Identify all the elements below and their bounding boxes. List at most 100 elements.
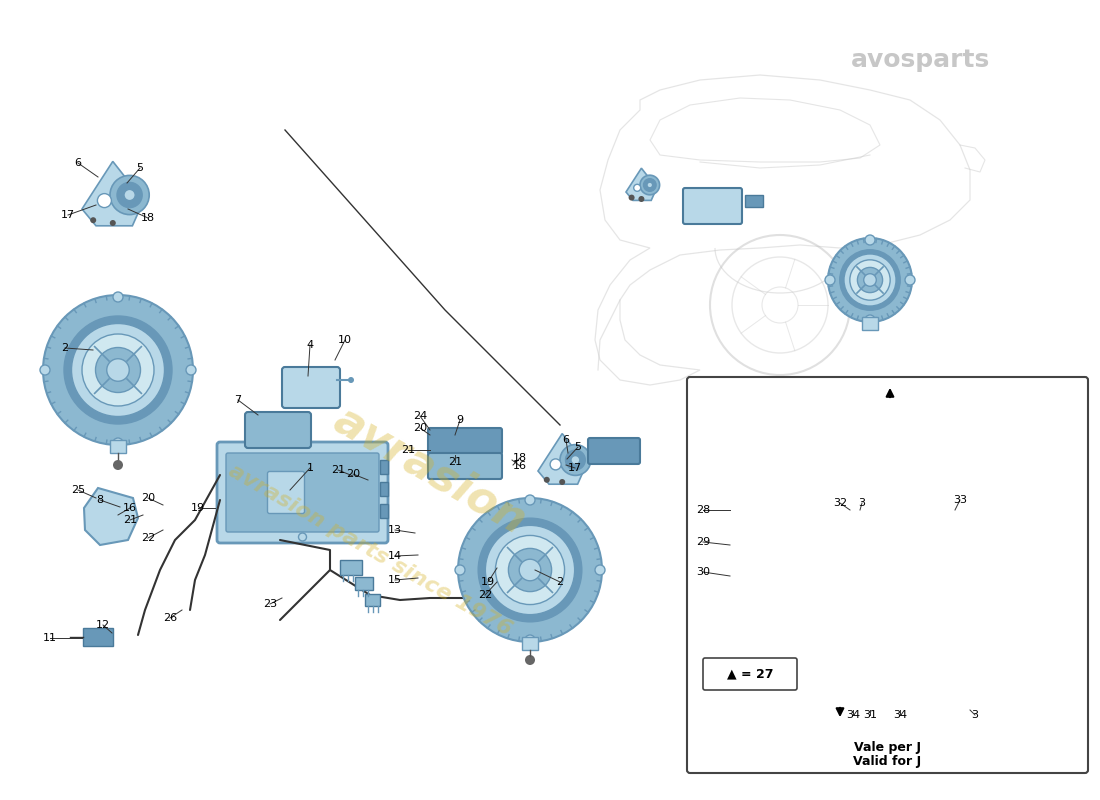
Circle shape	[865, 315, 874, 325]
Circle shape	[96, 347, 141, 393]
Circle shape	[865, 235, 874, 245]
Circle shape	[790, 695, 800, 705]
Bar	[710, 450, 734, 466]
Text: 1: 1	[307, 463, 314, 473]
Bar	[355, 577, 373, 590]
Text: 14: 14	[388, 551, 403, 561]
Circle shape	[559, 479, 565, 485]
Circle shape	[113, 438, 123, 448]
Polygon shape	[980, 398, 996, 412]
Text: 5: 5	[574, 442, 582, 452]
Bar	[900, 603, 908, 617]
Circle shape	[828, 238, 912, 322]
Text: 19: 19	[191, 503, 205, 513]
Polygon shape	[538, 434, 586, 484]
Polygon shape	[84, 488, 138, 545]
Bar	[82, 628, 113, 646]
FancyBboxPatch shape	[792, 585, 908, 649]
Circle shape	[348, 377, 354, 383]
Polygon shape	[110, 440, 126, 453]
Circle shape	[90, 218, 96, 223]
Text: avrasion: avrasion	[327, 398, 534, 542]
Circle shape	[519, 559, 541, 581]
Bar	[379, 504, 388, 518]
Polygon shape	[522, 637, 538, 650]
Polygon shape	[82, 162, 144, 226]
Polygon shape	[780, 530, 880, 587]
Circle shape	[525, 655, 535, 665]
Circle shape	[595, 565, 605, 575]
Text: 29: 29	[696, 537, 711, 547]
Text: 21: 21	[331, 465, 345, 475]
Text: 21: 21	[400, 445, 415, 455]
Bar	[379, 460, 388, 474]
Circle shape	[640, 175, 660, 194]
Circle shape	[113, 460, 123, 470]
Circle shape	[525, 495, 535, 505]
Text: 6: 6	[75, 158, 81, 168]
FancyBboxPatch shape	[282, 367, 340, 408]
Text: 28: 28	[696, 505, 711, 515]
Text: 22: 22	[477, 590, 492, 600]
Bar	[745, 195, 763, 207]
Circle shape	[124, 190, 135, 201]
FancyBboxPatch shape	[703, 658, 798, 690]
Circle shape	[525, 635, 535, 645]
Circle shape	[845, 695, 855, 705]
FancyBboxPatch shape	[828, 393, 862, 417]
Text: avrasion parts since 1976: avrasion parts since 1976	[224, 461, 515, 639]
Circle shape	[543, 477, 550, 482]
Text: Vale per J: Vale per J	[854, 742, 921, 754]
Circle shape	[864, 274, 877, 286]
Text: 24: 24	[412, 411, 427, 421]
FancyBboxPatch shape	[428, 453, 502, 479]
Circle shape	[107, 358, 130, 382]
Text: 20: 20	[412, 423, 427, 433]
Text: 3: 3	[971, 710, 979, 720]
Text: 18: 18	[513, 453, 527, 463]
Circle shape	[186, 365, 196, 375]
Circle shape	[839, 250, 900, 310]
Circle shape	[485, 526, 574, 614]
Circle shape	[98, 194, 111, 208]
Text: 16: 16	[123, 503, 138, 513]
Text: avosparts: avosparts	[850, 48, 990, 72]
Text: 34: 34	[893, 710, 907, 720]
Bar	[940, 398, 960, 412]
Circle shape	[110, 220, 115, 226]
FancyBboxPatch shape	[588, 438, 640, 464]
Circle shape	[560, 445, 591, 475]
Text: 32: 32	[833, 498, 847, 508]
Bar	[379, 482, 388, 496]
Circle shape	[40, 365, 49, 375]
Text: Valid for J: Valid for J	[854, 755, 922, 769]
Text: 20: 20	[345, 469, 360, 479]
Text: 13: 13	[388, 525, 401, 535]
Text: 6: 6	[562, 435, 570, 445]
Text: 12: 12	[96, 620, 110, 630]
Text: 33: 33	[953, 495, 967, 505]
Circle shape	[850, 260, 890, 300]
Text: 31: 31	[864, 710, 877, 720]
Text: 3: 3	[858, 498, 866, 508]
Circle shape	[565, 450, 585, 470]
Circle shape	[825, 275, 835, 285]
Bar	[900, 647, 908, 661]
Text: 7: 7	[234, 395, 242, 405]
Text: 30: 30	[696, 567, 710, 577]
Circle shape	[628, 194, 635, 201]
FancyBboxPatch shape	[683, 188, 743, 224]
Text: 11: 11	[43, 633, 57, 643]
Text: 18: 18	[141, 213, 155, 223]
Circle shape	[571, 456, 580, 464]
Polygon shape	[626, 168, 657, 200]
Circle shape	[117, 182, 142, 208]
FancyBboxPatch shape	[826, 603, 852, 630]
Circle shape	[644, 178, 656, 191]
Circle shape	[495, 535, 564, 605]
Text: 17: 17	[60, 210, 75, 220]
Bar	[365, 594, 380, 606]
Text: 9: 9	[456, 415, 463, 425]
Circle shape	[844, 254, 896, 306]
Text: 23: 23	[263, 599, 277, 609]
